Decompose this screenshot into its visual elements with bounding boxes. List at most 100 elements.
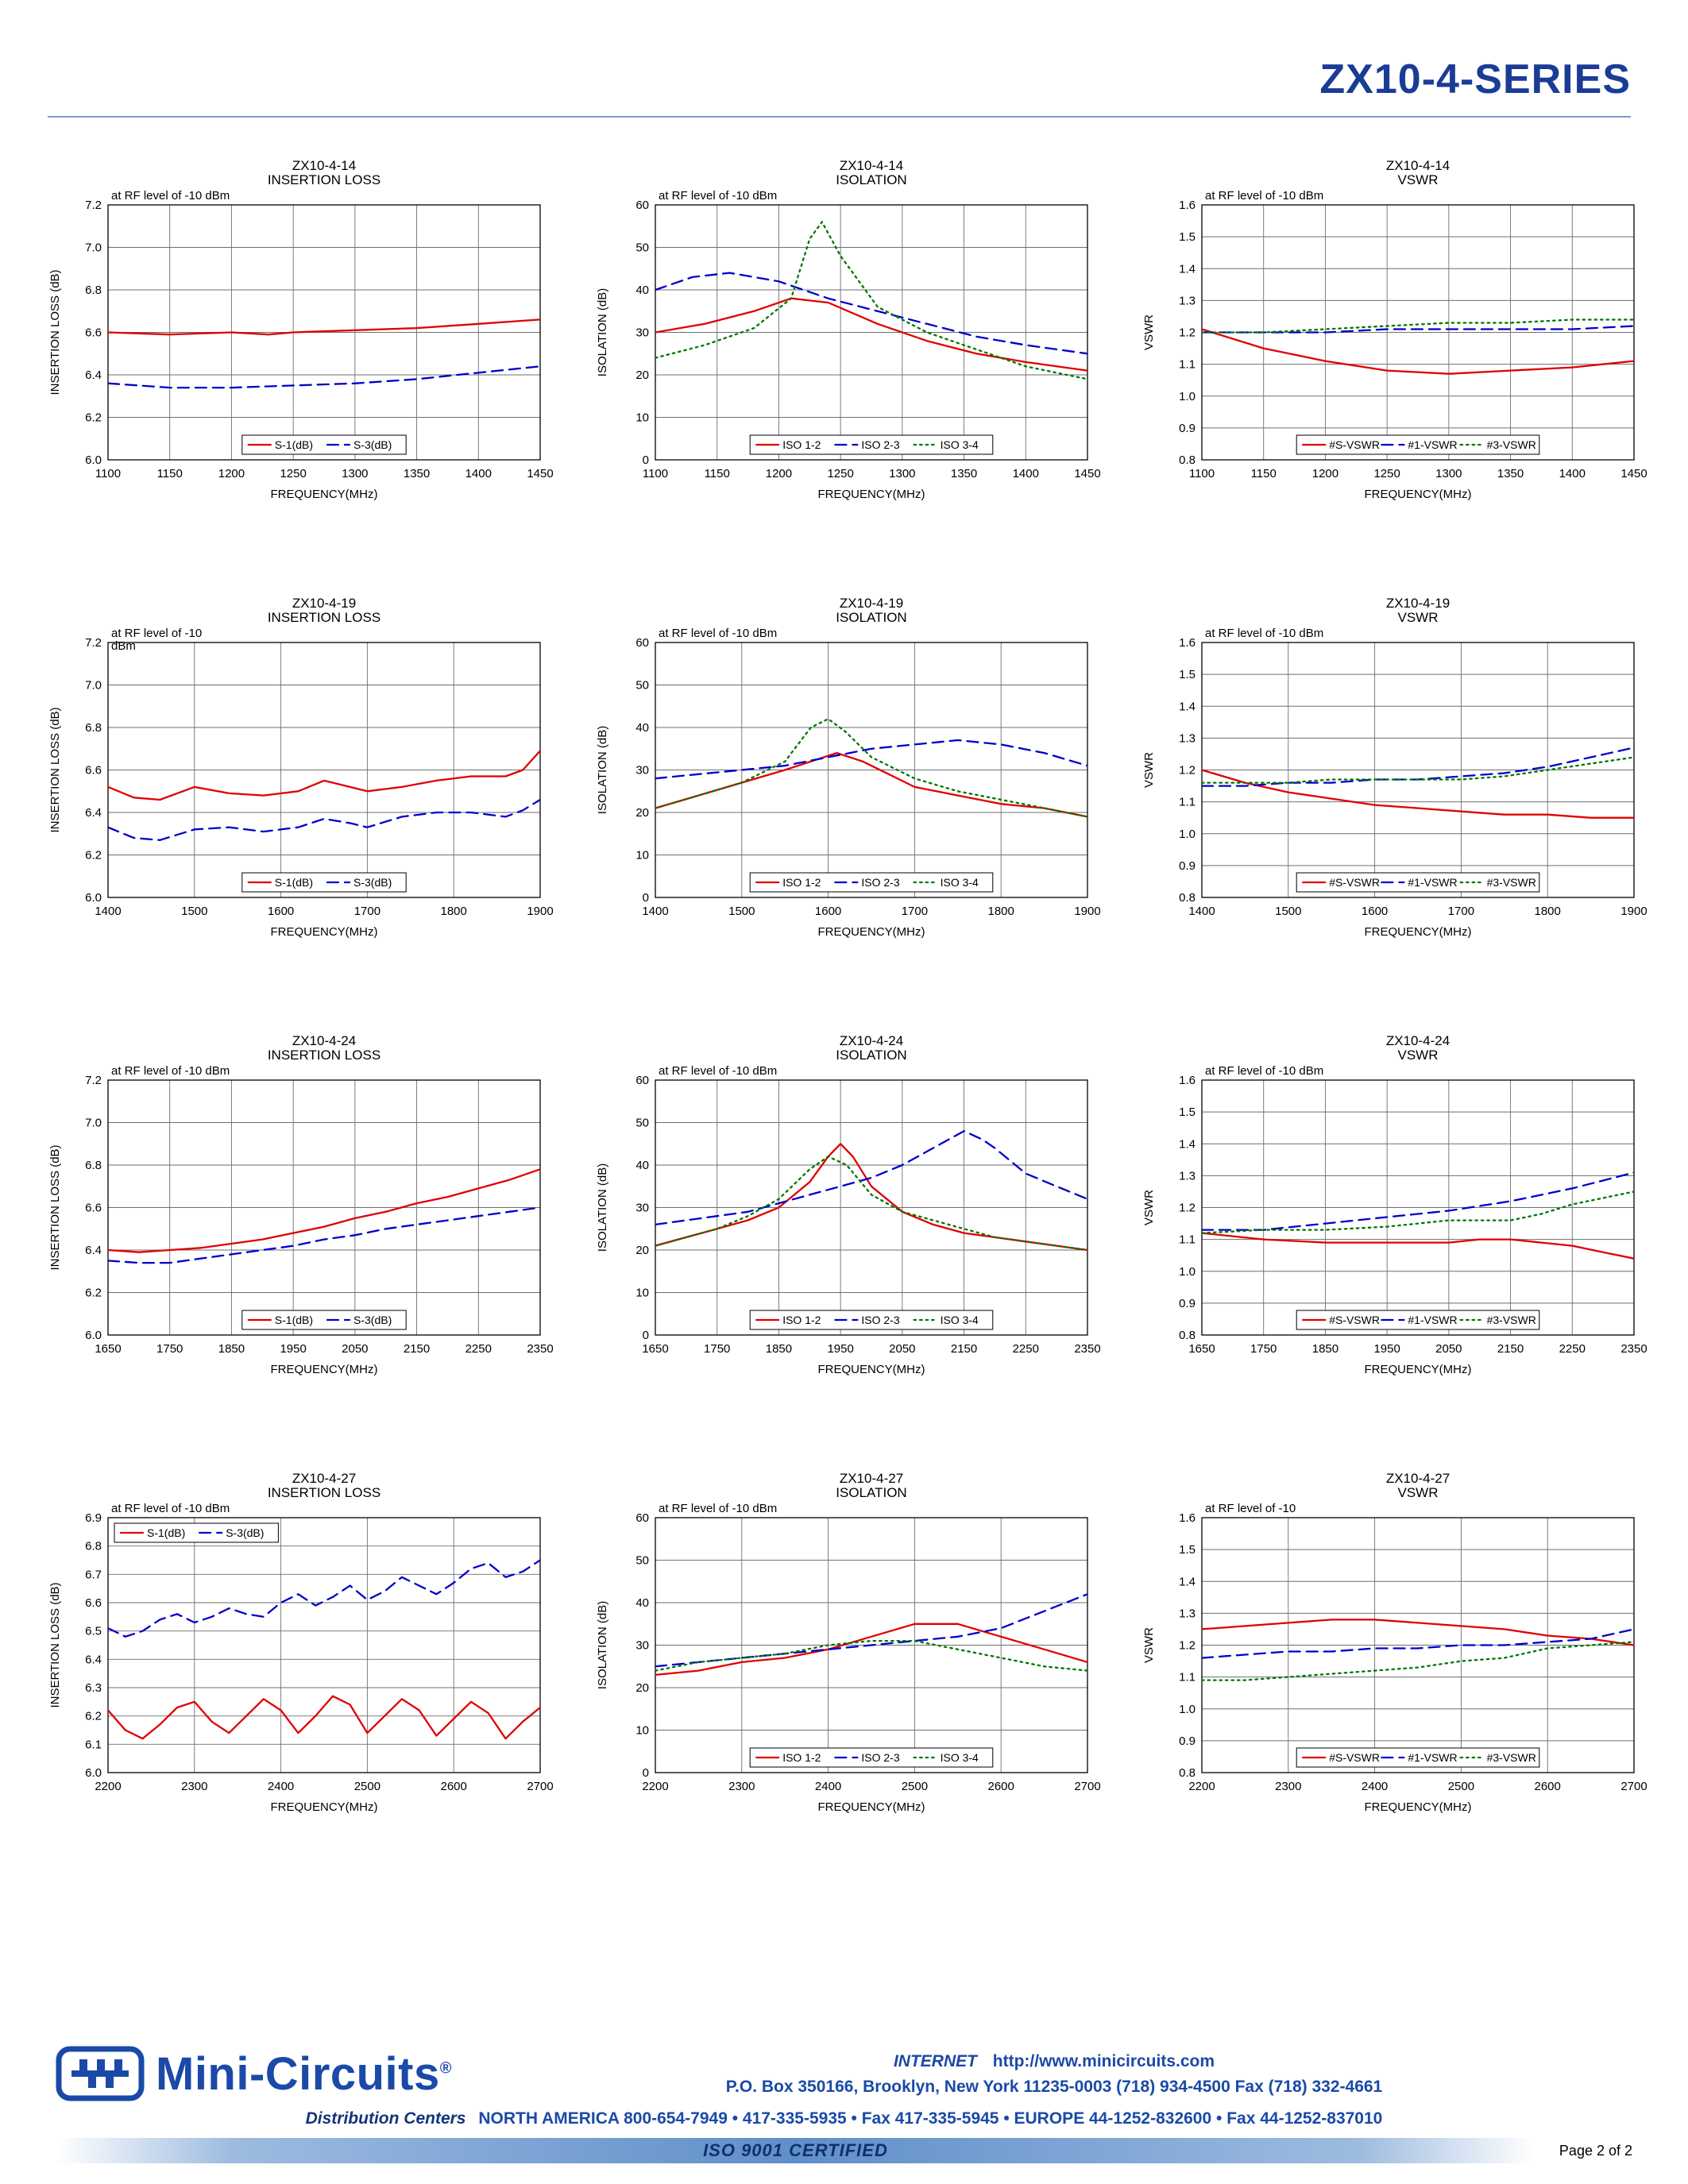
logo-wordmark: Mini-Circuits® bbox=[156, 2047, 452, 2101]
y-tick-label: 10 bbox=[635, 1287, 649, 1300]
series-s-3-db bbox=[108, 798, 540, 841]
series-s-1-db bbox=[108, 1168, 540, 1253]
chart-zx10-4-14-isolation: ZX10-4-14 ISOLATION at RF level of -10 dBm… bbox=[592, 154, 1101, 507]
legend-box bbox=[749, 872, 993, 893]
y-axis-label: VSWR bbox=[1142, 314, 1156, 350]
legend-label-iso-3-4: ISO 3-4 bbox=[940, 876, 978, 889]
chart-title-line: INSERTION LOSS bbox=[268, 610, 380, 625]
legend-label-iso-3-4: ISO 3-4 bbox=[940, 1314, 978, 1326]
chart-note: at RF level of -10 dBm bbox=[1205, 627, 1323, 640]
y-tick-label: 7.0 bbox=[85, 679, 102, 693]
y-tick-label: 6.1 bbox=[85, 1738, 102, 1751]
page-footer: Mini-Circuits® INTERNET http://www.minic… bbox=[0, 2046, 1688, 2184]
x-tick-label: 2700 bbox=[527, 1780, 553, 1793]
x-tick-label: 1200 bbox=[1312, 467, 1338, 480]
page-title: ZX10-4-SERIES bbox=[1319, 56, 1631, 102]
legend-label-iso-2-3: ISO 2-3 bbox=[861, 1314, 899, 1326]
y-tick-label: 40 bbox=[635, 1159, 649, 1172]
y-axis-label: INSERTION LOSS (dB) bbox=[48, 1582, 62, 1707]
x-tick-label: 1200 bbox=[218, 467, 245, 480]
chart-note: at RF level of -10 dBm bbox=[1205, 1064, 1323, 1078]
chart-note: at RF level of -10 dBm bbox=[659, 1502, 777, 1515]
x-tick-label: 1350 bbox=[404, 467, 430, 480]
chart-title-line: ZX10-4-19 bbox=[839, 596, 902, 611]
y-tick-label: 1.4 bbox=[1179, 262, 1196, 276]
y-tick-label: 30 bbox=[635, 1639, 649, 1653]
y-axis-label: VSWR bbox=[1142, 1627, 1156, 1663]
x-tick-label: 1850 bbox=[1312, 1342, 1338, 1356]
y-tick-label: 20 bbox=[635, 1244, 649, 1257]
y-tick-label: 0.9 bbox=[1179, 1734, 1196, 1748]
iso-certified-banner: ISO 9001 CERTIFIED bbox=[56, 2138, 1535, 2163]
y-axis-label: INSERTION LOSS (dB) bbox=[48, 707, 62, 832]
y-tick-label: 50 bbox=[635, 241, 649, 255]
series-s-vswr bbox=[1202, 328, 1634, 375]
x-tick-label: 2600 bbox=[1535, 1780, 1561, 1793]
chart-title-line: VSWR bbox=[1398, 172, 1439, 187]
series-iso-3-4 bbox=[655, 718, 1087, 818]
x-axis-label: FREQUENCY(MHz) bbox=[1365, 925, 1472, 939]
header-divider bbox=[48, 116, 1631, 118]
x-axis-label: FREQUENCY(MHz) bbox=[817, 925, 925, 939]
y-tick-label: 1.4 bbox=[1179, 1575, 1196, 1588]
x-tick-label: 1650 bbox=[1188, 1342, 1215, 1356]
x-tick-label: 2150 bbox=[404, 1342, 430, 1356]
y-tick-label: 6.6 bbox=[85, 764, 102, 778]
series-3-vswr bbox=[1202, 756, 1634, 784]
x-tick-label: 2300 bbox=[728, 1780, 755, 1793]
legend-label-s-1-db: S-1(dB) bbox=[275, 438, 313, 451]
y-tick-label: 6.6 bbox=[85, 1202, 102, 1215]
y-tick-label: 6.0 bbox=[85, 1329, 102, 1342]
chart-zx10-4-27-insertion-loss: ZX10-4-27 INSERTION LOSS at RF level of -1… bbox=[44, 1467, 554, 1820]
y-axis-label: INSERTION LOSS (dB) bbox=[48, 1144, 62, 1270]
series-iso-2-3 bbox=[655, 739, 1087, 780]
series-iso-3-4 bbox=[655, 221, 1087, 380]
legend-label-iso-1-2: ISO 1-2 bbox=[782, 1751, 821, 1764]
x-tick-label: 1500 bbox=[1275, 905, 1301, 918]
legend-label-iso-3-4: ISO 3-4 bbox=[940, 1751, 978, 1764]
x-tick-label: 1150 bbox=[157, 467, 183, 480]
x-tick-label: 1650 bbox=[95, 1342, 121, 1356]
y-tick-label: 1.3 bbox=[1179, 294, 1196, 307]
x-tick-label: 1300 bbox=[342, 467, 368, 480]
y-tick-label: 0.8 bbox=[1179, 1766, 1196, 1780]
legend-label-iso-1-2: ISO 1-2 bbox=[782, 1314, 821, 1326]
x-tick-label: 2400 bbox=[814, 1780, 840, 1793]
x-axis-label: FREQUENCY(MHz) bbox=[1365, 1363, 1472, 1376]
chart-note: at RF level of -10 dBm bbox=[1205, 189, 1323, 203]
legend-box bbox=[749, 1747, 993, 1768]
legend-label-s-vswr: #S-VSWR bbox=[1329, 876, 1380, 889]
y-tick-label: 6.6 bbox=[85, 326, 102, 340]
x-tick-label: 2300 bbox=[181, 1780, 207, 1793]
chart-note: at RF level of -10 dBm bbox=[659, 627, 777, 640]
y-tick-label: 1.5 bbox=[1179, 230, 1196, 244]
legend-label-s-vswr: #S-VSWR bbox=[1329, 438, 1380, 451]
y-tick-label: 10 bbox=[635, 1724, 649, 1738]
y-tick-label: 1.1 bbox=[1179, 796, 1196, 809]
x-axis-label: FREQUENCY(MHz) bbox=[1365, 1800, 1472, 1814]
chart-title-line: ZX10-4-24 bbox=[1386, 1033, 1450, 1048]
y-tick-label: 1.6 bbox=[1179, 1074, 1196, 1087]
website-link[interactable]: http://www.minicircuits.com bbox=[992, 2052, 1215, 2070]
y-tick-label: 40 bbox=[635, 721, 649, 735]
x-tick-label: 1400 bbox=[1559, 467, 1586, 480]
y-tick-label: 1.2 bbox=[1179, 764, 1196, 778]
y-tick-label: 1.4 bbox=[1179, 1137, 1196, 1151]
legend-label-s-3-db: S-3(dB) bbox=[353, 1314, 392, 1326]
y-tick-label: 1.3 bbox=[1179, 1607, 1196, 1620]
x-tick-label: 1300 bbox=[1435, 467, 1462, 480]
y-tick-label: 6.0 bbox=[85, 891, 102, 905]
y-tick-label: 6.2 bbox=[85, 1287, 102, 1300]
chart-title-line: ISOLATION bbox=[836, 172, 906, 187]
y-tick-label: 0 bbox=[642, 453, 648, 467]
legend-label-s-vswr: #S-VSWR bbox=[1329, 1314, 1380, 1326]
y-tick-label: 6.4 bbox=[85, 1244, 102, 1257]
y-tick-label: 30 bbox=[635, 326, 649, 340]
plot-border bbox=[107, 642, 541, 898]
series-iso-1-2 bbox=[655, 1623, 1087, 1677]
series-s-3-db bbox=[108, 1559, 540, 1638]
x-tick-label: 2050 bbox=[1435, 1342, 1462, 1356]
